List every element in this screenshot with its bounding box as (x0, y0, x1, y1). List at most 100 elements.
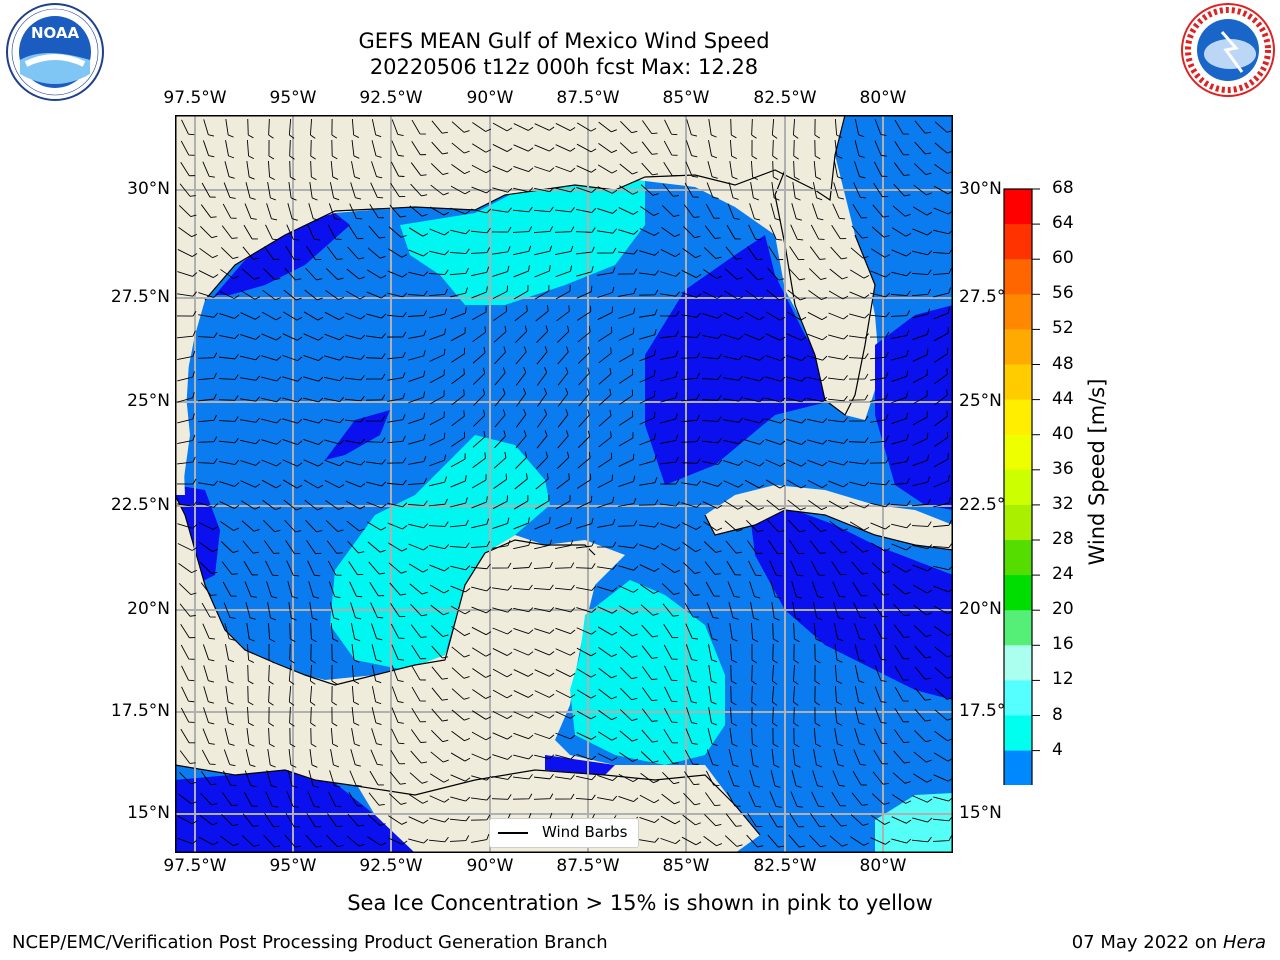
wind-barb (225, 686, 234, 705)
sea-ice-note: Sea Ice Concentration > 15% is shown in … (347, 891, 933, 915)
wind-barb (331, 685, 338, 706)
wind-barb (723, 396, 743, 402)
wind-barb (221, 225, 238, 239)
wind-barb (620, 687, 638, 701)
wind-barb (597, 774, 618, 782)
wind-barb (598, 143, 618, 154)
wind-barb (197, 332, 218, 338)
wind-barb (596, 247, 617, 254)
wind-barb (431, 708, 449, 722)
wind-barb (387, 292, 408, 298)
colorbar-tick-label: 8 (1052, 704, 1063, 725)
wind-barb (203, 665, 215, 683)
wind-barb (492, 540, 511, 549)
cyan-southeast (875, 793, 953, 853)
wind-barb (282, 459, 303, 467)
wind-barb (288, 118, 295, 139)
wind-barb (912, 228, 933, 236)
wind-barb (869, 457, 890, 464)
wind-barb (789, 812, 805, 828)
wind-barb (807, 479, 828, 489)
wind-barb (723, 355, 744, 361)
wind-barb (430, 163, 449, 175)
wind-barb (286, 791, 299, 808)
wind-barb (833, 623, 844, 642)
wind-barb (533, 206, 554, 213)
wind-barb (576, 732, 597, 740)
wind-barb (891, 816, 912, 824)
wind-barb (913, 625, 932, 637)
wind-barb (769, 560, 783, 577)
wind-barb (892, 772, 911, 784)
wind-barb (874, 728, 888, 745)
lon-label-top: 95°W (269, 88, 317, 108)
wind-barb (513, 607, 534, 613)
footer-machine: Hera (1222, 932, 1266, 953)
wind-barb (576, 246, 595, 255)
wind-barb (428, 498, 448, 507)
wind-barb (765, 311, 786, 321)
wind-barb (365, 394, 386, 401)
wind-barb (368, 225, 386, 239)
wind-barb (641, 141, 658, 155)
lon-label-bottom: 82.5°W (753, 856, 817, 876)
wind-barb (324, 396, 345, 402)
wind-barb (597, 626, 618, 636)
wind-barb (305, 267, 323, 281)
wind-barb (282, 376, 303, 382)
wind-barb (724, 290, 744, 300)
wind-barb (893, 603, 911, 617)
wind-barb (555, 732, 576, 740)
wind-barb (912, 454, 930, 467)
wind-barb (330, 727, 339, 747)
wind-barb (893, 624, 910, 638)
wind-barb (241, 520, 260, 532)
wind-barb (310, 706, 316, 727)
wind-barb (371, 119, 382, 138)
wind-barb (708, 119, 717, 138)
wind-barb (576, 753, 597, 761)
wind-barb (513, 123, 534, 131)
wind-barb (202, 623, 216, 640)
wind-barb (814, 139, 821, 160)
wind-barb (744, 376, 765, 382)
wind-barb (765, 418, 786, 424)
wind-barb (680, 352, 701, 359)
wind-barb (933, 497, 951, 508)
wind-barb (429, 584, 450, 594)
wind-barb (748, 560, 762, 577)
colorbar-tick-label: 44 (1052, 388, 1074, 409)
wind-barb (854, 623, 866, 641)
wind-barb (787, 289, 806, 301)
wind-barb (222, 203, 237, 219)
wind-barb (371, 140, 382, 158)
lat-label-right: 27.5°N (959, 287, 1019, 307)
colorbar-segment (1004, 680, 1032, 716)
wind-barb (807, 355, 828, 361)
wind-barb (893, 162, 910, 176)
wind-barb (660, 291, 680, 297)
lon-label-top: 90°W (466, 88, 514, 108)
wind-barb (770, 203, 781, 221)
wind-barb (176, 456, 196, 465)
colorbar-segment (1004, 645, 1032, 681)
wind-barb (515, 346, 527, 365)
wind-barb (245, 602, 256, 620)
wind-barb (492, 495, 508, 510)
wind-barb (284, 519, 302, 533)
wind-barb (470, 227, 491, 234)
wind-barb (262, 499, 281, 511)
wind-barb (449, 248, 470, 255)
wind-barb (534, 539, 552, 550)
wind-barb (492, 754, 513, 760)
wind-barb (620, 666, 638, 680)
wind-barb (660, 815, 681, 825)
wind-barb (744, 397, 765, 403)
wind-barb (890, 500, 911, 507)
wind-barb (790, 791, 803, 808)
colorbar-border (1003, 188, 1033, 785)
wind-barb (854, 707, 865, 725)
wind-barb (390, 603, 406, 618)
wind-barb (219, 313, 240, 319)
wind-barb (598, 326, 613, 342)
